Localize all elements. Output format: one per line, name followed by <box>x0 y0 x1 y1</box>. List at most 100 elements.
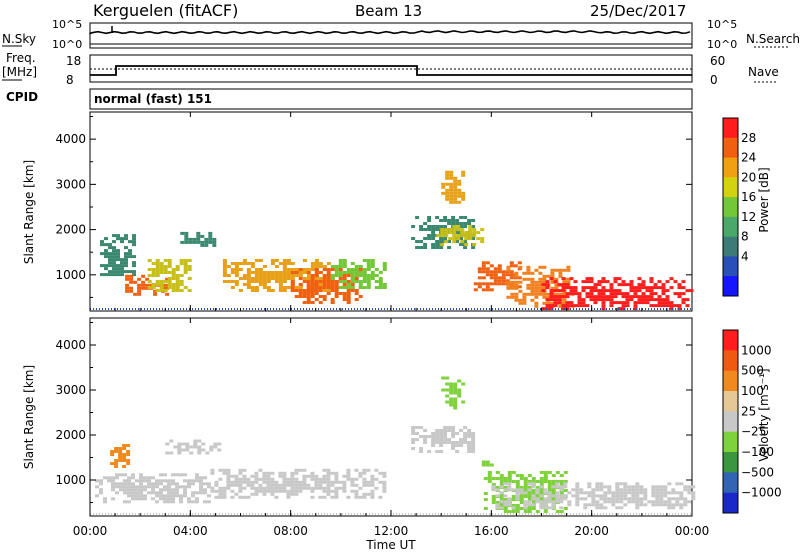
velocity-colorbar-tick: −100 <box>741 445 774 459</box>
velocity-colorbar-tick: −1000 <box>741 486 782 500</box>
power-colorbar-bin <box>723 177 738 198</box>
velocity-region <box>441 376 466 410</box>
nave-tick-bottom: 0 <box>710 73 718 87</box>
freq-label-line2: [MHz] <box>2 65 37 79</box>
power-colorbar-bin <box>723 256 738 277</box>
velocity-colorbar-bin <box>723 370 738 392</box>
power-colorbar-bin <box>723 276 738 297</box>
velocity-colorbar: 1000 500 100 25 −25 −100 −500 −1000 <box>722 329 782 514</box>
velocity-region <box>210 468 387 499</box>
x-tick-label: 20:00 <box>574 524 609 538</box>
power-colorbar-bin <box>723 157 738 178</box>
velocity-colorbar-label: Velocity [m s⁻¹] <box>757 368 771 461</box>
beam-title: Beam 13 <box>355 2 422 20</box>
velocity-colorbar-frame <box>722 329 739 514</box>
station-title: Kerguelen (fitACF) <box>93 1 238 20</box>
cpid-text: normal (fast) 151 <box>94 92 212 106</box>
velocity-colorbar-bin <box>723 472 738 494</box>
freq-tick-bottom: 8 <box>66 73 74 87</box>
nsky-trace <box>89 30 691 35</box>
power-ytick-label: 4000 <box>55 132 86 146</box>
x-tick-label: 00:00 <box>73 524 108 538</box>
freq-trace <box>90 65 692 76</box>
power-colorbar-bin <box>723 236 738 257</box>
freq-label-line1: Freq. <box>6 51 36 65</box>
nave-label: Nave <box>748 65 779 79</box>
velocity-ylabel: Slant Range [km] <box>22 365 36 469</box>
nsky-tick-bottom: 10^0 <box>52 38 82 51</box>
velocity-region <box>481 460 494 467</box>
velocity-heatmap <box>89 317 696 517</box>
velocity-colorbar-tick: 1000 <box>741 343 772 357</box>
power-y-ticks: 1000 2000 3000 4000 <box>55 116 692 298</box>
power-colorbar: 28 24 20 16 12 8 4 <box>722 117 756 297</box>
power-colorbar-tick: 20 <box>741 170 756 184</box>
velocity-region <box>491 482 696 510</box>
power-colorbar-tick: 24 <box>741 151 756 165</box>
velocity-colorbar-bin <box>723 492 738 514</box>
x-axis-ticks: 00:00 04:00 08:00 12:00 16:00 20:00 00:00 <box>73 112 710 538</box>
power-colorbar-tick: 16 <box>741 190 756 204</box>
velocity-ytick-label: 2000 <box>55 428 86 442</box>
velocity-colorbar-tick: 500 <box>741 364 764 378</box>
velocity-colorbar-bin <box>723 431 738 453</box>
nsky-tick-top: 10^5 <box>52 18 82 31</box>
freq-tick-top: 18 <box>66 54 81 68</box>
power-region <box>290 268 363 304</box>
power-colorbar-bin <box>723 197 738 218</box>
power-region <box>180 231 217 247</box>
velocity-colorbar-bin <box>723 350 738 372</box>
nsearch-label: N.Search <box>746 32 800 46</box>
power-colorbar-tick: 8 <box>741 230 749 244</box>
nsky-label: N.Sky <box>2 32 36 46</box>
cpid-label: CPID <box>6 90 38 104</box>
velocity-region <box>95 473 211 504</box>
velocity-region <box>411 426 476 453</box>
velocity-ytick-label: 1000 <box>55 473 86 487</box>
date-title: 25/Dec/2017 <box>590 2 686 20</box>
power-colorbar-tick: 4 <box>741 249 749 263</box>
x-tick-label: 08:00 <box>273 524 308 538</box>
velocity-colorbar-bin <box>723 391 738 412</box>
velocity-colorbar-tick: −25 <box>741 425 766 439</box>
power-ytick-label: 1000 <box>55 268 86 282</box>
power-region <box>147 259 192 292</box>
power-region <box>100 234 136 277</box>
velocity-colorbar-tick: 25 <box>741 404 756 418</box>
nsearch-tick-top: 10^5 <box>707 18 737 31</box>
nsearch-tick-bottom: 10^0 <box>707 38 737 51</box>
power-colorbar-frame <box>722 117 739 297</box>
x-tick-label: 12:00 <box>374 524 409 538</box>
power-region <box>436 225 485 247</box>
power-colorbar-bin <box>723 118 738 139</box>
x-axis-label: Time UT <box>365 538 416 552</box>
x-tick-label: 00:00 <box>675 524 710 538</box>
power-colorbar-bin <box>723 216 738 238</box>
velocity-ytick-label: 3000 <box>55 383 86 397</box>
power-colorbar-label: Power [dB] <box>757 167 771 232</box>
power-colorbar-bin <box>723 137 738 159</box>
velocity-colorbar-bin <box>723 411 738 433</box>
nsky-frame <box>89 22 693 49</box>
power-region <box>541 277 694 311</box>
power-colorbar-tick: 28 <box>741 131 756 145</box>
velocity-region <box>110 444 131 468</box>
power-region <box>330 259 387 289</box>
velocity-region <box>165 439 222 455</box>
x-tick-label: 16:00 <box>474 524 509 538</box>
power-heatmap <box>89 111 694 312</box>
velocity-y-ticks: 1000 2000 3000 4000 <box>55 322 692 503</box>
velocity-colorbar-tick: 100 <box>741 384 764 398</box>
velocity-colorbar-bin <box>723 330 738 351</box>
velocity-colorbar-tick: −500 <box>741 465 774 479</box>
power-region <box>441 170 466 204</box>
power-ytick-label: 3000 <box>55 177 86 191</box>
velocity-colorbar-bin <box>723 452 738 473</box>
power-colorbar-tick: 12 <box>741 210 756 224</box>
nave-tick-top: 60 <box>710 54 725 68</box>
x-tick-label: 04:00 <box>173 524 208 538</box>
velocity-ytick-label: 4000 <box>55 338 86 352</box>
power-ytick-label: 2000 <box>55 223 86 237</box>
power-ylabel: Slant Range [km] <box>22 160 36 264</box>
